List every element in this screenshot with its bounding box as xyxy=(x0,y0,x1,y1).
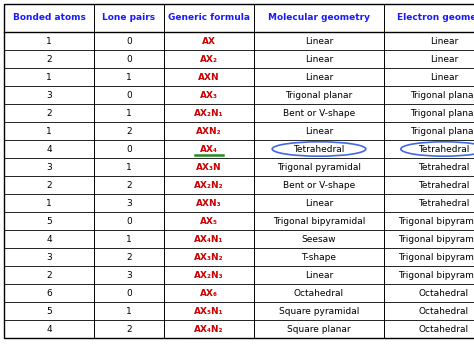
Text: AXN₂: AXN₂ xyxy=(196,126,222,135)
Text: AX: AX xyxy=(202,37,216,46)
Text: AXN₃: AXN₃ xyxy=(196,199,222,208)
Text: 4: 4 xyxy=(46,145,52,154)
Text: Square pyramidal: Square pyramidal xyxy=(279,307,359,316)
Text: AX₃N₂: AX₃N₂ xyxy=(194,252,224,261)
Text: T-shape: T-shape xyxy=(301,252,337,261)
Text: Lone pairs: Lone pairs xyxy=(102,14,155,23)
Text: 3: 3 xyxy=(46,252,52,261)
Text: AX₂N₃: AX₂N₃ xyxy=(194,270,224,280)
Text: 5: 5 xyxy=(46,307,52,316)
Text: AX₂N₁: AX₂N₁ xyxy=(194,108,224,117)
Text: 2: 2 xyxy=(46,108,52,117)
Text: Molecular geometry: Molecular geometry xyxy=(268,14,370,23)
Text: Tetrahedral: Tetrahedral xyxy=(419,181,470,190)
Text: Trigonal bipyramidal: Trigonal bipyramidal xyxy=(398,252,474,261)
Text: 0: 0 xyxy=(126,37,132,46)
Text: AX₆: AX₆ xyxy=(200,289,218,298)
Text: 2: 2 xyxy=(46,55,52,64)
Text: 6: 6 xyxy=(46,289,52,298)
Text: 1: 1 xyxy=(126,73,132,81)
Text: 1: 1 xyxy=(46,126,52,135)
Text: 0: 0 xyxy=(126,55,132,64)
Text: 0: 0 xyxy=(126,90,132,99)
Text: Linear: Linear xyxy=(305,199,333,208)
Text: Trigonal planar: Trigonal planar xyxy=(410,126,474,135)
Text: 1: 1 xyxy=(126,163,132,172)
Text: 3: 3 xyxy=(46,163,52,172)
Text: 1: 1 xyxy=(46,37,52,46)
Text: Electron geometry: Electron geometry xyxy=(397,14,474,23)
Text: AX₂: AX₂ xyxy=(200,55,218,64)
Text: 4: 4 xyxy=(46,234,52,243)
Text: Tetrahedral: Tetrahedral xyxy=(293,145,345,154)
Text: AX₅: AX₅ xyxy=(200,216,218,225)
Text: 1: 1 xyxy=(46,73,52,81)
Text: 0: 0 xyxy=(126,289,132,298)
Text: Linear: Linear xyxy=(430,55,458,64)
Text: Octahedral: Octahedral xyxy=(419,325,469,334)
Text: Trigonal bipyramidal: Trigonal bipyramidal xyxy=(398,216,474,225)
Text: Bent or V-shape: Bent or V-shape xyxy=(283,108,355,117)
Text: AX₃N: AX₃N xyxy=(196,163,222,172)
Text: 2: 2 xyxy=(126,252,132,261)
Text: AX₂N₂: AX₂N₂ xyxy=(194,181,224,190)
Text: 5: 5 xyxy=(46,216,52,225)
Text: Linear: Linear xyxy=(430,73,458,81)
Text: 2: 2 xyxy=(46,270,52,280)
Text: 1: 1 xyxy=(126,307,132,316)
Text: Bonded atoms: Bonded atoms xyxy=(13,14,85,23)
Text: AX₄: AX₄ xyxy=(200,145,218,154)
Text: Linear: Linear xyxy=(305,126,333,135)
Text: 1: 1 xyxy=(126,108,132,117)
Text: Trigonal bipyramidal: Trigonal bipyramidal xyxy=(398,234,474,243)
Text: 0: 0 xyxy=(126,145,132,154)
Text: 3: 3 xyxy=(126,199,132,208)
Text: Linear: Linear xyxy=(305,73,333,81)
Text: Trigonal pyramidal: Trigonal pyramidal xyxy=(277,163,361,172)
Text: AXN: AXN xyxy=(198,73,220,81)
Text: 1: 1 xyxy=(46,199,52,208)
Text: AX₄N₁: AX₄N₁ xyxy=(194,234,224,243)
Text: Linear: Linear xyxy=(305,37,333,46)
Text: 3: 3 xyxy=(46,90,52,99)
Text: AX₅N₁: AX₅N₁ xyxy=(194,307,224,316)
Text: Linear: Linear xyxy=(305,55,333,64)
Text: Trigonal bipyramidal: Trigonal bipyramidal xyxy=(273,216,365,225)
Text: Trigonal bipyramidal: Trigonal bipyramidal xyxy=(398,270,474,280)
Text: 0: 0 xyxy=(126,216,132,225)
Text: Square planar: Square planar xyxy=(287,325,351,334)
Text: Linear: Linear xyxy=(430,37,458,46)
Text: 2: 2 xyxy=(126,126,132,135)
Text: Trigonal planar: Trigonal planar xyxy=(285,90,353,99)
Text: AX₄N₂: AX₄N₂ xyxy=(194,325,224,334)
Text: Seesaw: Seesaw xyxy=(302,234,336,243)
Text: Bent or V-shape: Bent or V-shape xyxy=(283,181,355,190)
Text: Octahedral: Octahedral xyxy=(419,307,469,316)
Text: Tetrahedral: Tetrahedral xyxy=(419,163,470,172)
Text: Octahedral: Octahedral xyxy=(294,289,344,298)
Text: 2: 2 xyxy=(126,325,132,334)
Text: 2: 2 xyxy=(46,181,52,190)
Text: Trigonal planar: Trigonal planar xyxy=(410,108,474,117)
Text: 4: 4 xyxy=(46,325,52,334)
Text: Octahedral: Octahedral xyxy=(419,289,469,298)
Text: 3: 3 xyxy=(126,270,132,280)
Text: Linear: Linear xyxy=(305,270,333,280)
Text: Generic formula: Generic formula xyxy=(168,14,250,23)
Text: Trigonal planar: Trigonal planar xyxy=(410,90,474,99)
Text: 1: 1 xyxy=(126,234,132,243)
Text: AX₃: AX₃ xyxy=(200,90,218,99)
Text: 2: 2 xyxy=(126,181,132,190)
Text: Tetrahedral: Tetrahedral xyxy=(419,145,470,154)
Text: Tetrahedral: Tetrahedral xyxy=(419,199,470,208)
